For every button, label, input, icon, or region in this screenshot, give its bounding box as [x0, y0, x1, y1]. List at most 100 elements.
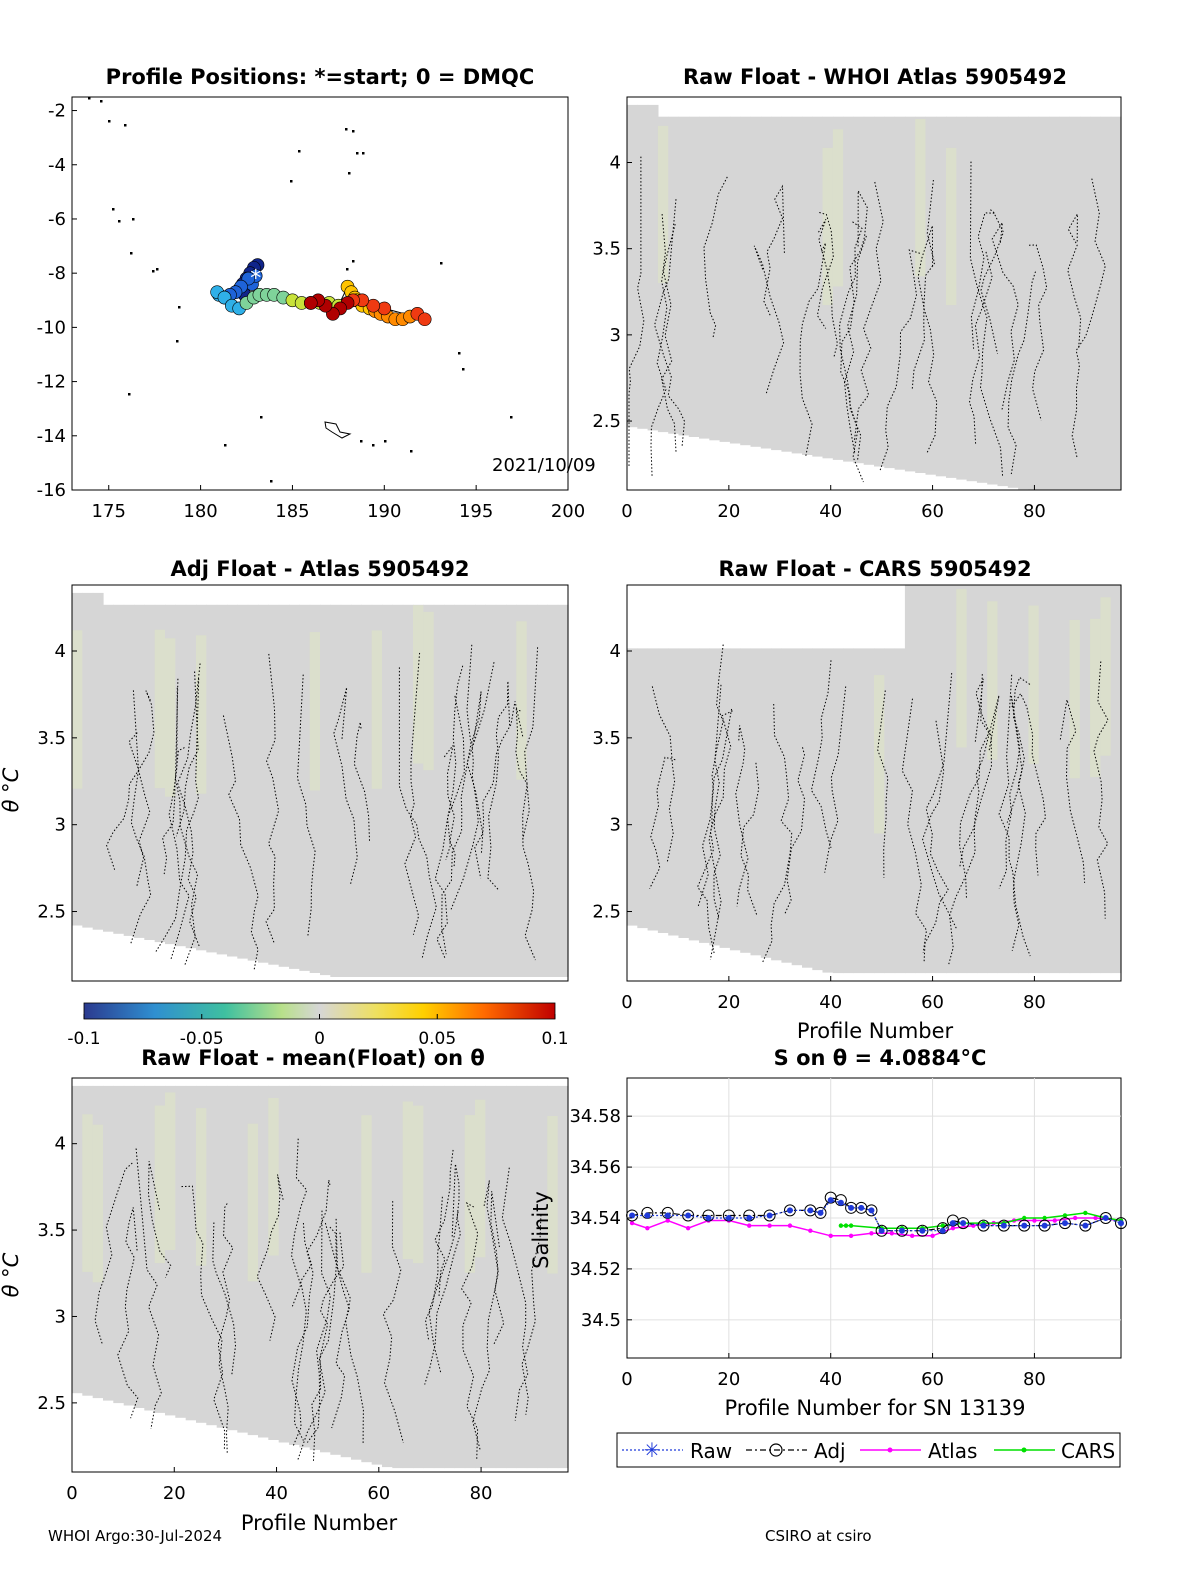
- sal-panel: S on θ = 4.0884°C 0 20 40 60 80 34.5834.5634…: [529, 1046, 1127, 1420]
- dot-icon: [887, 1447, 893, 1453]
- map-profile-point: [304, 296, 318, 310]
- map-x-tick-label: 180: [183, 501, 217, 522]
- adj-tint: [309, 632, 321, 791]
- mean-column: [454, 1085, 466, 1469]
- mean-x-label: Profile Number: [241, 1511, 398, 1535]
- cars-column: [863, 648, 875, 974]
- adj-contour: [222, 715, 259, 970]
- whoi-column: [874, 116, 885, 467]
- cars-column: [843, 648, 854, 974]
- mean-contour: [461, 1202, 479, 1461]
- sal-point-atlas: [909, 1233, 915, 1239]
- adj-column: [320, 604, 331, 976]
- whoi-tint: [822, 147, 834, 306]
- adj-contour: [162, 747, 185, 875]
- whoi-column: [843, 116, 854, 462]
- mean-contour: [297, 1226, 337, 1461]
- sal-line-cars: [840, 1212, 1122, 1229]
- map-profile-point: [366, 298, 381, 313]
- mean-contour: [290, 1138, 308, 1307]
- whoi-tint: [832, 129, 844, 287]
- legend-atlas-label: Atlas: [928, 1439, 977, 1463]
- adj-column: [371, 604, 383, 977]
- whoi-column: [627, 104, 638, 428]
- sal-point-raw: [939, 1227, 946, 1234]
- sal-point-adj: [814, 1206, 827, 1219]
- sal-series: [626, 1191, 1127, 1239]
- mean-column: [485, 1085, 497, 1469]
- adj-column: [537, 604, 548, 977]
- mean-field: [72, 1085, 569, 1469]
- adj-contour: [480, 701, 524, 854]
- mean-contour: [94, 1162, 133, 1344]
- map-x-tick-label: 195: [459, 501, 493, 522]
- whoi-axes-frame: [626, 96, 1122, 491]
- sal-point-raw: [868, 1207, 875, 1214]
- mean-x-ticks: 0 20 40 60 80: [66, 1467, 493, 1504]
- whoi-y-ticks: 4 3.5 3 2.5: [592, 153, 632, 432]
- whoi-y-tick-label: 2.5: [592, 411, 621, 432]
- adj-contour: [466, 662, 495, 879]
- adj-column: [485, 604, 497, 977]
- whoi-contour: [799, 242, 827, 458]
- cars-contour: [824, 686, 847, 873]
- cars-column: [637, 648, 649, 929]
- adj-column: [433, 604, 445, 977]
- adj-column: [506, 604, 517, 977]
- whoi-column: [1018, 116, 1029, 490]
- cars-contour: [784, 747, 806, 915]
- whoi-column: [719, 116, 731, 442]
- sal-point-raw: [1061, 1220, 1068, 1227]
- adj-column: [330, 604, 342, 977]
- sal-title: S on θ = 4.0884°C: [774, 1046, 987, 1070]
- adj-column: [526, 604, 538, 977]
- sal-point-raw: [848, 1204, 855, 1211]
- colorbar-ticks: -0.1 -0.05 0 0.05 0.1: [67, 1014, 569, 1049]
- mean-column: [227, 1085, 238, 1431]
- cars-contour: [740, 762, 760, 915]
- cars-column: [1059, 585, 1071, 974]
- cars-x-label: Profile Number: [797, 1019, 954, 1043]
- sal-point-raw: [827, 1197, 834, 1204]
- sal-point-raw: [837, 1199, 844, 1206]
- cars-column: [966, 585, 978, 974]
- whoi-column: [863, 116, 875, 465]
- mean-column: [557, 1085, 569, 1469]
- cars-contour: [1011, 692, 1047, 876]
- cars-column: [1049, 585, 1060, 974]
- whoi-column: [709, 116, 721, 441]
- whoi-contour: [969, 161, 1004, 477]
- sal-x-tick-label: 0: [621, 1369, 632, 1390]
- map-y-tick-label: -10: [37, 317, 66, 338]
- mean-contour: [424, 1163, 461, 1385]
- cars-column: [771, 648, 782, 961]
- sal-point-atlas: [665, 1218, 670, 1223]
- legend-cars: CARS: [994, 1439, 1115, 1463]
- whoi-column: [802, 116, 813, 455]
- adj-contour: [441, 644, 473, 955]
- cars-column: [1090, 585, 1101, 974]
- sal-point-atlas: [848, 1233, 854, 1239]
- mean-tint: [154, 1105, 166, 1264]
- sal-y-label: Salinity: [529, 1191, 553, 1269]
- whoi-contour: [1028, 244, 1048, 421]
- map-island: [178, 306, 181, 309]
- sal-grid: [627, 1078, 1121, 1358]
- sal-point-raw: [807, 1207, 814, 1214]
- cars-tint: [874, 675, 885, 834]
- map-island-outline: [324, 421, 352, 439]
- mean-tint: [547, 1116, 559, 1274]
- cars-column: [791, 648, 803, 966]
- adj-title: Adj Float - Atlas 5905492: [170, 557, 469, 581]
- whoi-x-tick-label: 80: [1023, 501, 1046, 522]
- sal-point-raw: [725, 1215, 732, 1221]
- map-island: [112, 208, 115, 211]
- adj-column: [113, 604, 125, 934]
- whoi-contour: [661, 223, 677, 454]
- sal-point-raw: [786, 1207, 793, 1214]
- cars-column: [657, 648, 669, 933]
- mean-y-ticks: 4 3.5 3 2.5: [37, 1134, 77, 1414]
- map-y-ticks: -2 -4 -6 -8 -10 -12 -14 -16: [37, 101, 77, 501]
- whoi-contour: [991, 222, 1019, 411]
- adj-contour: [404, 652, 421, 935]
